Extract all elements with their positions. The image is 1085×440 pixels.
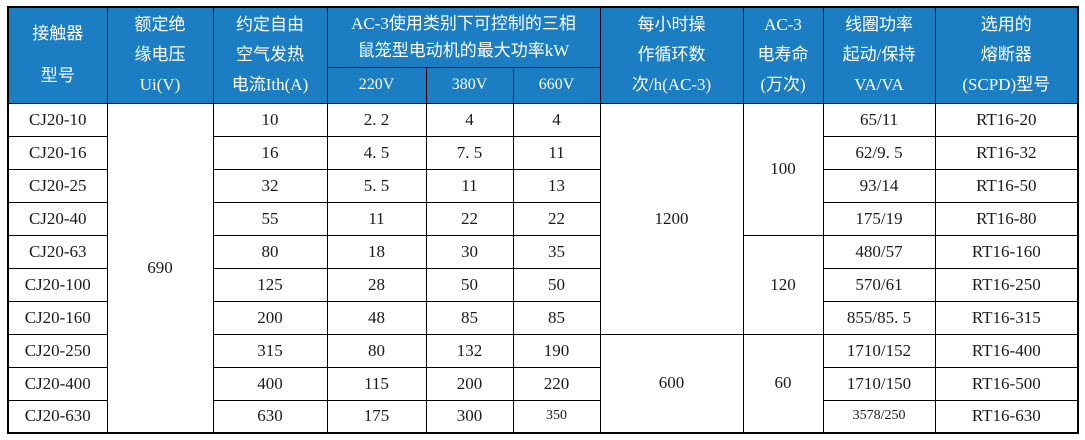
cell-model: CJ20-63 bbox=[7, 234, 108, 269]
header-rated-insulation-voltage: 额定绝 缘电压 Ui(V) bbox=[106, 6, 214, 104]
header-fuse-scpd: 选用的 熔断器 (SCPD)型号 bbox=[934, 6, 1079, 104]
header-380v: 380V bbox=[425, 66, 514, 104]
cell-kw660: 22 bbox=[512, 201, 601, 236]
cell-kw220: 28 bbox=[326, 267, 427, 302]
header-ac3-electrical-life: AC-3 电寿命 (万次) bbox=[742, 6, 824, 104]
cell-model: CJ20-630 bbox=[7, 399, 108, 434]
cell-kw380: 300 bbox=[425, 399, 514, 434]
table-row: CJ20-25 32 5. 5 11 13 93/14 RT16-50 bbox=[7, 168, 1079, 203]
cell-kw660: 11 bbox=[512, 135, 601, 170]
cell-coil: 93/14 bbox=[822, 168, 936, 203]
cell-kw220: 175 bbox=[326, 399, 427, 434]
cell-kw660: 190 bbox=[512, 333, 601, 368]
cell-kw380: 4 bbox=[425, 102, 514, 137]
table-row: CJ20-63 80 18 30 35 120 480/57 RT16-160 bbox=[7, 234, 1079, 335]
cell-kw220: 4. 5 bbox=[326, 135, 427, 170]
cell-fuse: RT16-250 bbox=[934, 267, 1079, 302]
cell-kw220: 2. 2 bbox=[326, 102, 427, 137]
cell-life-100: 100 bbox=[742, 102, 824, 236]
cell-model: CJ20-400 bbox=[7, 366, 108, 401]
cell-coil: 65/11 bbox=[822, 102, 936, 137]
cell-coil: 480/57 bbox=[822, 234, 936, 269]
cell-kw380: 22 bbox=[425, 201, 514, 236]
cell-model: CJ20-160 bbox=[7, 300, 108, 335]
cell-fuse: RT16-315 bbox=[934, 300, 1079, 335]
cell-ith: 125 bbox=[212, 267, 328, 302]
cell-fuse: RT16-20 bbox=[934, 102, 1079, 137]
table-row: CJ20-250 315 80 132 190 600 60 1710/152 … bbox=[7, 333, 1079, 434]
cell-coil: 1710/152 bbox=[822, 333, 936, 368]
cell-ith: 400 bbox=[212, 366, 328, 401]
cell-kw660: 85 bbox=[512, 300, 601, 335]
cell-kw380: 85 bbox=[425, 300, 514, 335]
header-row-2: 220V 380V 660V bbox=[8, 66, 1078, 104]
cell-ith: 10 bbox=[212, 102, 328, 137]
cell-coil: 175/19 bbox=[822, 201, 936, 236]
cell-kw220: 18 bbox=[326, 234, 427, 269]
header-free-air-thermal-current: 约定自由 空气发热 电流Ith(A) bbox=[212, 6, 328, 104]
header-ac3-max-power-group: AC-3使用类别下可控制的三相 鼠笼型电动机的最大功率kW bbox=[326, 6, 601, 68]
cell-ith: 55 bbox=[212, 201, 328, 236]
cell-ith: 315 bbox=[212, 333, 328, 368]
cell-kw380: 30 bbox=[425, 234, 514, 269]
cell-kw660: 220 bbox=[512, 366, 601, 401]
cell-model: CJ20-10 bbox=[7, 102, 108, 137]
table-row: CJ20-16 16 4. 5 7. 5 11 62/9. 5 RT16-32 bbox=[7, 135, 1079, 170]
cell-life-60: 60 bbox=[742, 333, 824, 434]
cell-kw660: 35 bbox=[512, 234, 601, 269]
table-row: CJ20-630 630 175 300 350 3578/250 RT16-6… bbox=[7, 399, 1079, 434]
cell-ith: 630 bbox=[212, 399, 328, 434]
cell-kw220: 11 bbox=[326, 201, 427, 236]
cell-ith: 16 bbox=[212, 135, 328, 170]
cell-fuse: RT16-500 bbox=[934, 366, 1079, 401]
cell-model: CJ20-100 bbox=[7, 267, 108, 302]
table-row: CJ20-10 690 10 2. 2 4 4 1200 100 65/11 R… bbox=[7, 102, 1079, 434]
cell-coil: 1710/150 bbox=[822, 366, 936, 401]
cell-ui-voltage: 690 bbox=[106, 102, 214, 434]
cell-kw220: 115 bbox=[326, 366, 427, 401]
cell-cycles-600: 600 bbox=[599, 333, 744, 434]
cell-kw380: 50 bbox=[425, 267, 514, 302]
cell-ith: 80 bbox=[212, 234, 328, 269]
header-660v: 660V bbox=[512, 66, 601, 104]
header-coil-power: 线圈功率 起动/保持 VA/VA bbox=[822, 6, 936, 104]
cell-fuse: RT16-80 bbox=[934, 201, 1079, 236]
table-row: CJ20-100 125 28 50 50 570/61 RT16-250 bbox=[7, 267, 1079, 302]
cell-kw380: 7. 5 bbox=[425, 135, 514, 170]
cell-kw220: 48 bbox=[326, 300, 427, 335]
cell-kw220: 80 bbox=[326, 333, 427, 368]
cell-ith: 32 bbox=[212, 168, 328, 203]
table-body: CJ20-10 690 10 2. 2 4 4 1200 100 65/11 R… bbox=[7, 102, 1079, 434]
cell-model: CJ20-16 bbox=[7, 135, 108, 170]
cell-fuse: RT16-630 bbox=[934, 399, 1079, 434]
cell-kw660: 13 bbox=[512, 168, 601, 203]
header-contactor-model: 接触器 型号 bbox=[7, 6, 108, 104]
cell-kw380: 11 bbox=[425, 168, 514, 203]
cell-fuse: RT16-400 bbox=[934, 333, 1079, 368]
cell-cycles-1200: 1200 bbox=[599, 102, 744, 335]
cell-kw660: 50 bbox=[512, 267, 601, 302]
cell-fuse: RT16-50 bbox=[934, 168, 1079, 203]
cell-coil: 570/61 bbox=[822, 267, 936, 302]
cell-coil: 62/9. 5 bbox=[822, 135, 936, 170]
cell-coil: 3578/250 bbox=[822, 399, 936, 434]
cell-model: CJ20-40 bbox=[7, 201, 108, 236]
cell-kw660: 4 bbox=[512, 102, 601, 137]
cell-kw380: 132 bbox=[425, 333, 514, 368]
header-row-1: 接触器 型号 额定绝 缘电压 Ui(V) 约定自由 空气发热 电流Ith(A) … bbox=[7, 6, 1079, 104]
cell-kw220: 5. 5 bbox=[326, 168, 427, 203]
contactor-spec-table: 接触器 型号 额定绝 缘电压 Ui(V) 约定自由 空气发热 电流Ith(A) … bbox=[7, 6, 1080, 434]
cell-life-120: 120 bbox=[742, 234, 824, 335]
table-header: 接触器 型号 额定绝 缘电压 Ui(V) 约定自由 空气发热 电流Ith(A) … bbox=[7, 6, 1079, 104]
cell-fuse: RT16-32 bbox=[934, 135, 1079, 170]
cell-kw380: 200 bbox=[425, 366, 514, 401]
cell-kw660: 350 bbox=[512, 399, 601, 434]
cell-ith: 200 bbox=[212, 300, 328, 335]
cell-model: CJ20-250 bbox=[7, 333, 108, 368]
cell-coil: 855/85. 5 bbox=[822, 300, 936, 335]
cell-fuse: RT16-160 bbox=[934, 234, 1079, 269]
header-220v: 220V bbox=[326, 66, 427, 104]
header-cycles-per-hour: 每小时操 作循环数 次/h(AC-3) bbox=[599, 6, 744, 104]
cell-model: CJ20-25 bbox=[7, 168, 108, 203]
